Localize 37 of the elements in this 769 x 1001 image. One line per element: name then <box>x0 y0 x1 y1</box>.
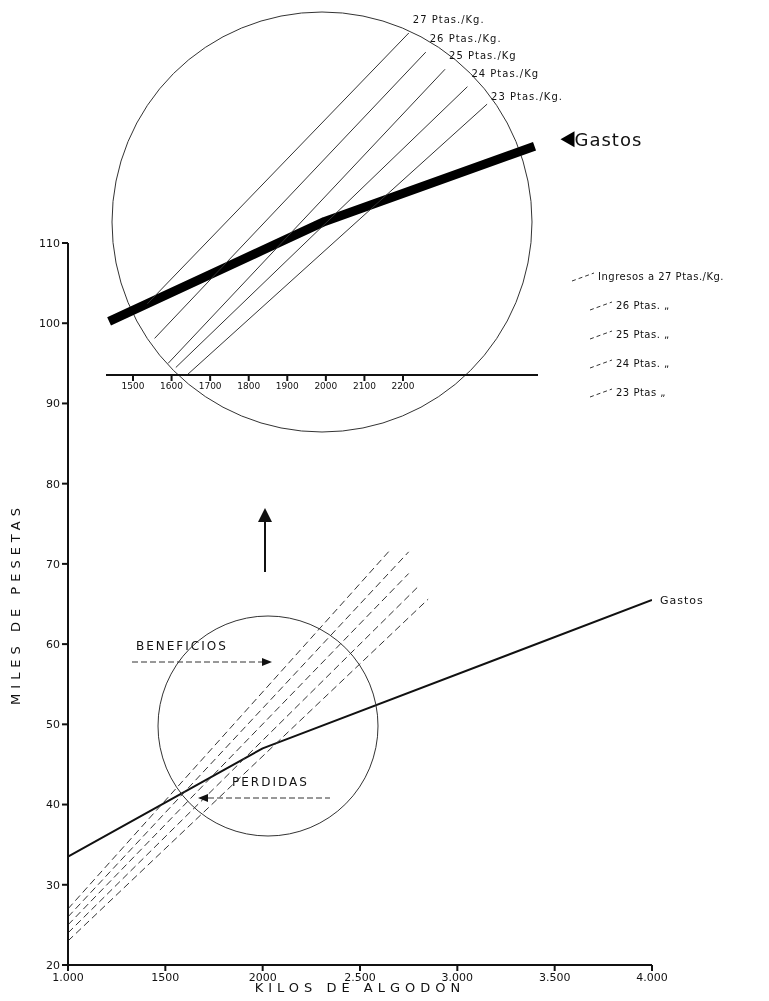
x-tick-label: 1500 <box>151 970 180 984</box>
y-tick-label: 80 <box>46 477 60 491</box>
y-tick-label: 100 <box>39 317 60 331</box>
legend-label: 26 Ptas. „ <box>616 300 670 311</box>
series-label: 24 Ptas./Kg <box>471 67 540 79</box>
x-tick-label: 2000 <box>314 381 338 392</box>
x-tick-label: 1.000 <box>52 970 84 984</box>
annotation: PERDIDAS <box>232 775 309 789</box>
series-label: Gastos <box>660 593 704 607</box>
x-tick-label: 3.500 <box>538 970 571 984</box>
y-tick-label: 50 <box>46 718 60 732</box>
legend-label: Gastos <box>574 129 643 151</box>
x-tick-label: 1800 <box>237 381 261 392</box>
y-axis-title: MILES DE PESETAS <box>8 503 23 705</box>
series-label: 25 Ptas./Kg <box>449 50 517 62</box>
series-label: 26 Ptas./Kg. <box>429 33 502 45</box>
y-tick-label: 40 <box>46 798 60 812</box>
legend-label: 23 Ptas „ <box>616 387 667 398</box>
series-label: 27 Ptas./Kg. <box>412 14 485 25</box>
series-label: 23 Ptas./Kg. <box>491 91 563 103</box>
annotation: BENEFICIOS <box>136 639 228 653</box>
y-tick-label: 110 <box>39 236 60 250</box>
legend-label: Ingresos a 27 Ptas./Kg. <box>598 271 725 282</box>
x-tick-label: 2200 <box>391 381 415 392</box>
x-tick-label: 1500 <box>121 381 145 392</box>
x-tick-label: 1600 <box>160 381 184 392</box>
x-tick-label: 4.000 <box>636 970 668 984</box>
y-tick-label: 70 <box>46 557 60 571</box>
legend-label: 24 Ptas. „ <box>616 358 670 369</box>
x-tick-label: 1900 <box>275 381 300 392</box>
x-tick-label: 1700 <box>198 381 222 392</box>
y-tick-label: 90 <box>46 397 60 411</box>
x-tick-label: 2100 <box>352 381 377 392</box>
legend-label: 25 Ptas. „ <box>616 329 670 340</box>
y-tick-label: 20 <box>46 958 60 972</box>
y-tick-label: 60 <box>46 638 60 652</box>
y-tick-label: 30 <box>46 878 60 892</box>
